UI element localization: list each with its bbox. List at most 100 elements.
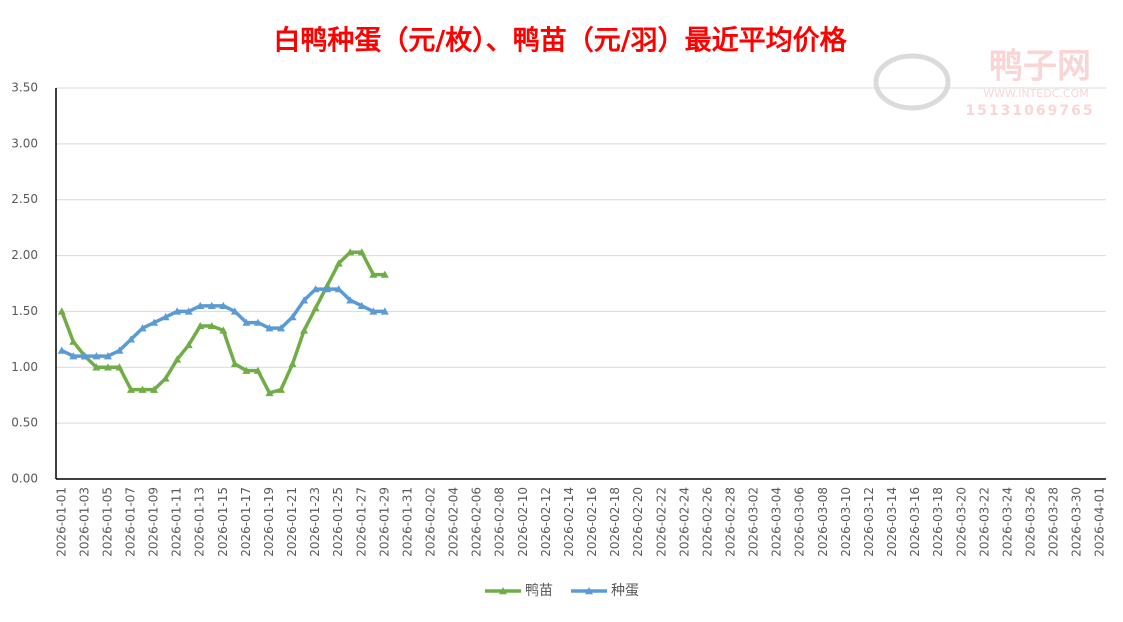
point-marker bbox=[80, 352, 89, 360]
point-marker bbox=[173, 307, 182, 315]
point-marker bbox=[207, 301, 216, 310]
point-marker bbox=[69, 337, 78, 345]
point-marker bbox=[127, 335, 135, 343]
x-tick-label: 2026-01-03 bbox=[77, 487, 91, 557]
point-marker bbox=[173, 355, 182, 363]
series-line bbox=[61, 287, 385, 358]
x-tick-label: 2026-03-20 bbox=[954, 487, 968, 557]
y-tick-label: 0.50 bbox=[11, 416, 38, 430]
y-tick-label: 2.00 bbox=[11, 248, 38, 262]
x-tick-label: 2026-02-18 bbox=[608, 487, 622, 557]
watermark-site: WWW.INTEDC.COM bbox=[983, 87, 1088, 100]
x-tick-label: 2026-03-30 bbox=[1070, 487, 1084, 557]
x-tick-label: 2026-01-25 bbox=[331, 487, 345, 557]
point-marker bbox=[127, 385, 135, 393]
x-tick-label: 2026-01-21 bbox=[285, 487, 299, 557]
point-marker bbox=[277, 324, 285, 332]
x-tick-label: 2026-02-24 bbox=[677, 487, 691, 557]
point-marker bbox=[69, 352, 78, 360]
point-marker bbox=[138, 324, 147, 332]
watermark-logo bbox=[873, 53, 951, 111]
x-tick-label: 2026-02-16 bbox=[585, 487, 599, 557]
x-tick-label: 2026-01-17 bbox=[239, 487, 253, 557]
y-tick-label: 3.00 bbox=[11, 136, 38, 150]
point-marker bbox=[369, 307, 378, 315]
legend-item: 鸭苗 bbox=[485, 583, 553, 599]
chart-title: 白鸭种蛋（元/枚）、鸭苗（元/羽）最近平均价格 bbox=[273, 25, 847, 57]
x-tick-label: 2026-02-02 bbox=[424, 487, 438, 557]
point-marker bbox=[380, 270, 389, 278]
x-tick-label: 2026-03-26 bbox=[1024, 487, 1038, 557]
x-tick-label: 2026-02-14 bbox=[562, 487, 576, 557]
point-marker bbox=[300, 326, 309, 334]
x-tick-label: 2026-01-09 bbox=[147, 487, 161, 557]
point-marker bbox=[346, 248, 355, 256]
x-tick-label: 2026-03-22 bbox=[977, 487, 991, 557]
point-marker bbox=[346, 296, 355, 304]
x-tick-label: 2026-02-28 bbox=[724, 487, 738, 557]
point-marker bbox=[150, 385, 159, 393]
watermark-phone: 15131069765 bbox=[965, 103, 1094, 119]
y-tick-label: 0.00 bbox=[11, 472, 38, 486]
x-tick-label: 2026-03-14 bbox=[885, 487, 899, 557]
x-tick-label: 2026-01-01 bbox=[54, 487, 68, 557]
point-marker bbox=[357, 248, 366, 256]
point-marker bbox=[219, 326, 228, 334]
point-marker bbox=[150, 318, 159, 326]
point-marker bbox=[265, 388, 274, 397]
x-tick-label: 2026-01-07 bbox=[124, 487, 138, 557]
x-tick-label: 2026-02-22 bbox=[654, 487, 668, 557]
x-tick-label: 2026-03-12 bbox=[862, 487, 876, 557]
point-marker bbox=[253, 318, 262, 326]
point-marker bbox=[242, 318, 251, 326]
x-tick-label: 2026-03-10 bbox=[839, 487, 853, 557]
point-marker bbox=[277, 385, 285, 393]
point-marker bbox=[115, 346, 124, 354]
point-marker bbox=[288, 313, 297, 321]
legend-marker bbox=[499, 587, 507, 595]
point-marker bbox=[219, 301, 228, 310]
x-tick-label: 2026-01-29 bbox=[377, 487, 391, 557]
point-marker bbox=[184, 340, 193, 349]
point-marker bbox=[253, 366, 262, 374]
point-marker bbox=[230, 307, 239, 315]
point-marker bbox=[184, 307, 193, 315]
point-marker bbox=[161, 313, 170, 321]
y-tick-label: 3.50 bbox=[11, 81, 38, 95]
x-tick-label: 2026-02-04 bbox=[447, 487, 461, 557]
x-tick-label: 2026-03-02 bbox=[747, 487, 761, 557]
x-tick-label: 2026-01-13 bbox=[193, 487, 207, 557]
legend-item: 种蛋 bbox=[571, 583, 639, 599]
x-tick-label: 2026-03-06 bbox=[793, 487, 807, 557]
x-tick-label: 2026-02-12 bbox=[539, 487, 553, 557]
point-marker bbox=[230, 359, 239, 368]
point-marker bbox=[138, 385, 147, 393]
point-marker bbox=[161, 374, 170, 382]
x-tick-label: 2026-03-18 bbox=[931, 487, 945, 557]
x-tick-label: 2026-01-19 bbox=[262, 487, 276, 557]
x-tick-label: 2026-03-16 bbox=[908, 487, 922, 557]
point-marker bbox=[357, 301, 366, 310]
point-marker bbox=[196, 321, 205, 330]
point-marker bbox=[288, 359, 297, 368]
legend-label: 鸭苗 bbox=[525, 583, 553, 599]
x-tick-label: 2026-02-20 bbox=[631, 487, 645, 557]
x-tick-label: 2026-02-06 bbox=[470, 487, 484, 557]
point-marker bbox=[300, 296, 309, 304]
watermark-name: 鸭子网 bbox=[989, 47, 1091, 87]
x-tick-label: 2026-01-05 bbox=[100, 487, 114, 557]
x-tick-label: 2026-01-31 bbox=[400, 487, 414, 557]
point-marker bbox=[57, 307, 66, 315]
x-tick-label: 2026-01-11 bbox=[170, 487, 184, 557]
point-marker bbox=[323, 285, 332, 293]
point-marker bbox=[57, 346, 66, 354]
point-marker bbox=[311, 304, 320, 312]
point-marker bbox=[207, 321, 216, 330]
y-tick-label: 2.50 bbox=[11, 192, 38, 206]
point-marker bbox=[380, 307, 389, 315]
x-tick-label: 2026-02-26 bbox=[700, 487, 714, 557]
x-tick-label: 2026-04-01 bbox=[1093, 487, 1107, 557]
x-tick-label: 2026-03-28 bbox=[1047, 487, 1061, 557]
point-marker bbox=[334, 285, 343, 293]
